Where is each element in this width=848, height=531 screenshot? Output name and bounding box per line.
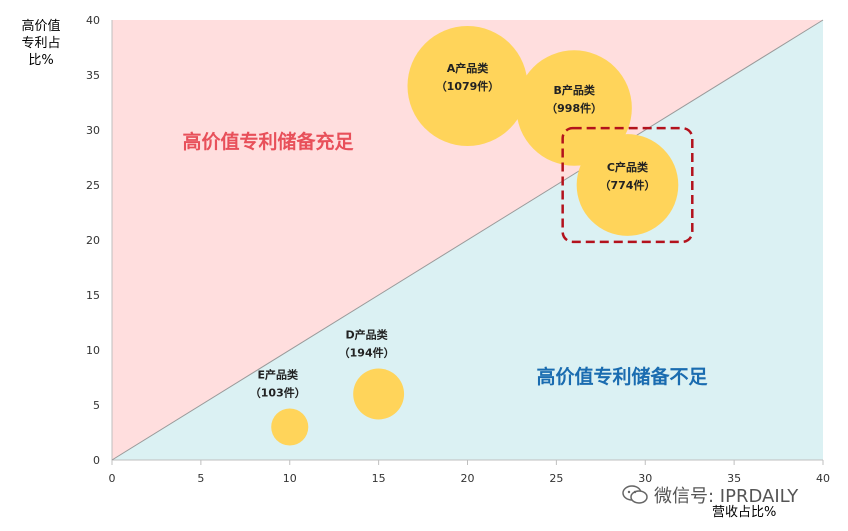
bubble-point (353, 368, 405, 420)
x-tick-label: 5 (197, 472, 204, 485)
y-tick-label: 15 (86, 289, 100, 302)
x-tick-label: 10 (283, 472, 297, 485)
y-tick-label: 30 (86, 124, 100, 137)
x-tick-label: 40 (816, 472, 830, 485)
x-tick-label: 0 (109, 472, 116, 485)
bubble-point (516, 50, 632, 166)
bubble-point (271, 408, 309, 446)
y-tick-label: 10 (86, 344, 100, 357)
bubble-label-name: D产品类 (346, 328, 389, 342)
watermark-text: 微信号: IPRDAILY (654, 486, 799, 507)
y-tick-label: 35 (86, 69, 100, 82)
x-tick-label: 20 (461, 472, 475, 485)
bubble-label-name: E产品类 (257, 367, 299, 381)
highlight-box (561, 126, 694, 244)
y-axis-label: 高价值专利占比% (21, 19, 61, 68)
bubble-label-name: C产品类 (607, 160, 649, 174)
bubble-label-name: A产品类 (447, 61, 490, 75)
watermark: 微信号: IPRDAILY (622, 482, 798, 508)
bubble-label-count: （774件） (599, 178, 655, 192)
region-label-sufficient: 高价值专利储备充足 (182, 130, 354, 153)
wechat-icon (622, 485, 648, 504)
bubble-label: A产品类 （1079件） (436, 61, 500, 93)
bubble-point (576, 134, 679, 236)
bubble-label: B产品类 （998件） (546, 83, 602, 115)
x-tick-label: 25 (549, 472, 563, 485)
bubble-label: C产品类 （774件） (599, 160, 655, 192)
reference-diagonal-line (111, 19, 824, 461)
region-label-insufficient: 高价值专利储备不足 (536, 365, 708, 388)
y-tick-label: 5 (93, 399, 100, 412)
bubble-label-count: （103件） (250, 385, 306, 399)
bubble-label: E产品类 （103件） (250, 367, 306, 399)
x-axis-label: 营收占比% (712, 505, 777, 520)
x-tick-label: 35 (727, 472, 741, 485)
y-tick-label: 25 (86, 179, 100, 192)
bubble-label-count: （194件） (339, 346, 395, 360)
bubble-label-count: （998件） (546, 101, 602, 115)
bubble-label-count: （1079件） (436, 79, 500, 93)
bubble-label: D产品类 （194件） (339, 328, 395, 360)
bubble-point (407, 26, 528, 146)
y-tick-label: 40 (86, 14, 100, 27)
y-tick-label: 0 (93, 454, 100, 467)
x-tick-label: 15 (372, 472, 386, 485)
bubble-label-name: B产品类 (553, 83, 595, 97)
x-tick-label: 30 (638, 472, 652, 485)
y-tick-label: 20 (86, 234, 100, 247)
